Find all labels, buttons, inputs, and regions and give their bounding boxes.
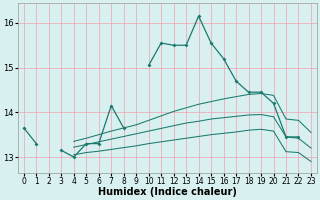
X-axis label: Humidex (Indice chaleur): Humidex (Indice chaleur) (98, 187, 237, 197)
